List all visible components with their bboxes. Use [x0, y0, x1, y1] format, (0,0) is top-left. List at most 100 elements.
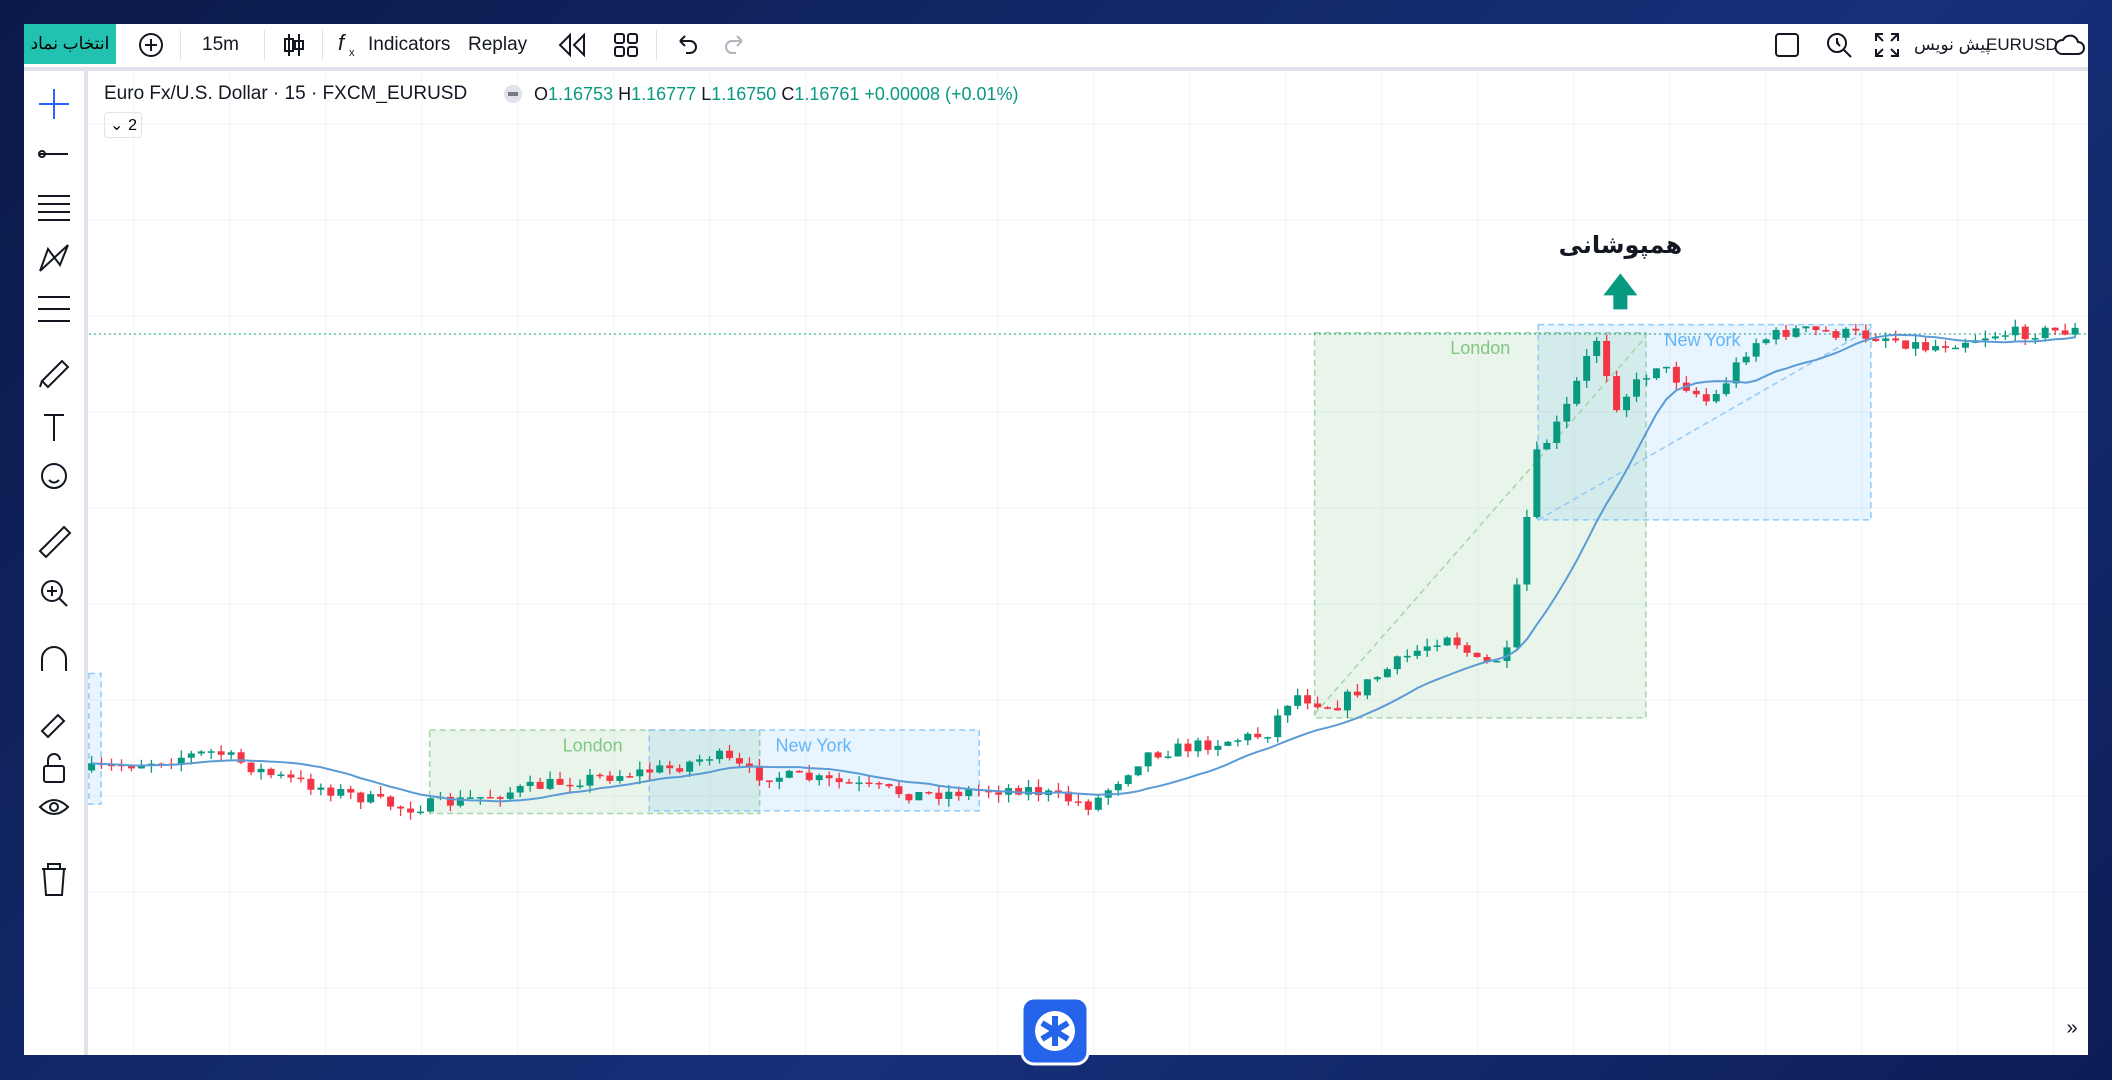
crosshair-tool[interactable] — [39, 89, 69, 119]
candle-body — [516, 786, 524, 793]
candle-body — [835, 778, 843, 783]
candle-body — [1942, 346, 1950, 348]
candle-body — [755, 766, 763, 781]
trash-tool[interactable] — [24, 857, 84, 907]
candle-body — [1114, 783, 1122, 791]
candle-body — [735, 758, 743, 764]
candle-body — [1553, 421, 1561, 443]
candle-body — [1234, 740, 1242, 742]
candle-body — [456, 797, 464, 806]
zoom-tool[interactable] — [41, 580, 63, 602]
symbol-label[interactable]: EURUSD — [1986, 35, 2058, 54]
candle-body — [127, 766, 135, 769]
replay-icon[interactable] — [554, 30, 588, 60]
candle-body — [1483, 657, 1491, 663]
indicators-button[interactable]: Indicators — [368, 34, 451, 55]
forecast-tool[interactable] — [38, 296, 70, 322]
candle-body — [1463, 645, 1471, 653]
drawing-tools-icons — [38, 89, 72, 815]
candle-body — [297, 777, 305, 780]
candle-body — [795, 770, 803, 773]
overlap-arrow — [1603, 273, 1638, 310]
candle-body — [1025, 787, 1033, 795]
text-tool[interactable] — [44, 414, 64, 441]
candle-body — [1842, 328, 1850, 338]
quick-search-icon[interactable] — [1824, 30, 1854, 60]
stay-in-drawing-tool[interactable] — [40, 713, 66, 739]
candle-body — [217, 751, 225, 755]
candle-body — [1433, 645, 1441, 647]
candle-body — [885, 784, 893, 787]
interval-button[interactable]: 15m — [202, 34, 239, 55]
candle-body — [1633, 379, 1641, 397]
hide-tool[interactable] — [38, 799, 70, 815]
replay-button[interactable]: Replay — [468, 34, 528, 55]
candle-body — [2031, 338, 2039, 340]
candle-body — [1194, 740, 1202, 752]
candle-body — [546, 778, 554, 789]
layout-name[interactable]: پیش نویس — [1914, 35, 1991, 54]
brush-tool[interactable] — [39, 359, 70, 389]
cloud-save-icon[interactable] — [2054, 30, 2086, 60]
new-york-box — [1537, 323, 1872, 521]
candle-body — [496, 797, 504, 799]
candle-body — [1383, 669, 1391, 678]
candle-body — [407, 808, 415, 813]
candle-body — [486, 797, 494, 799]
redo-icon[interactable] — [722, 31, 750, 59]
candle-body — [1583, 356, 1591, 381]
symbol-search-button[interactable]: انتخاب نماد — [24, 24, 116, 64]
legend-dot — [504, 85, 522, 103]
indicators-collapse[interactable]: ⌄ 2 — [104, 112, 142, 138]
session-label: London — [563, 736, 623, 756]
emoji-tool[interactable] — [41, 463, 67, 489]
candle-body — [2041, 327, 2049, 339]
candle-body — [1373, 677, 1381, 680]
candle-body — [855, 782, 863, 785]
candle-body — [1304, 695, 1312, 704]
pattern-tool[interactable] — [39, 244, 69, 272]
add-symbol-icon[interactable] — [136, 30, 166, 60]
candle-body — [1722, 383, 1730, 395]
candle-body — [1822, 330, 1830, 332]
lock-tool[interactable] — [43, 765, 65, 783]
close-label: C — [781, 84, 795, 104]
candle-body — [1603, 340, 1611, 377]
candle-body — [377, 794, 385, 797]
candle-body — [1473, 652, 1481, 658]
chart-type-icon[interactable] — [279, 30, 309, 60]
candle-body — [1872, 338, 1880, 341]
london-box — [428, 729, 761, 815]
session-label: New York — [776, 736, 853, 756]
candle-body — [1084, 801, 1092, 810]
candle-body — [1662, 366, 1670, 369]
candle-body — [1892, 338, 1900, 341]
candle-body — [1832, 331, 1840, 338]
candle-body — [1353, 691, 1361, 696]
undo-icon[interactable] — [672, 31, 700, 59]
session-box — [88, 672, 102, 805]
candle-body — [1453, 637, 1461, 646]
magnet-tool[interactable] — [41, 646, 67, 671]
candle-body — [815, 775, 823, 781]
candle-body — [865, 782, 873, 785]
candle-body — [1284, 705, 1292, 716]
measure-tool[interactable] — [38, 525, 72, 559]
candle-body — [1922, 342, 1930, 351]
fullscreen-toggle-icon[interactable] — [1772, 30, 1802, 60]
candle-body — [1981, 338, 1989, 341]
candle-body — [1533, 449, 1541, 517]
session-label: London — [1450, 338, 1510, 358]
fib-tool[interactable] — [38, 195, 70, 221]
expand-icon[interactable] — [1872, 30, 1902, 60]
candle-body — [307, 778, 315, 790]
candle-body — [1702, 394, 1710, 402]
low-value: 1.16750 — [711, 84, 777, 104]
layout-icon[interactable] — [612, 31, 640, 59]
diagonal-line — [1314, 336, 1647, 715]
candle-body — [1642, 378, 1650, 380]
candle-body — [666, 765, 674, 769]
candle-body — [1324, 707, 1332, 709]
